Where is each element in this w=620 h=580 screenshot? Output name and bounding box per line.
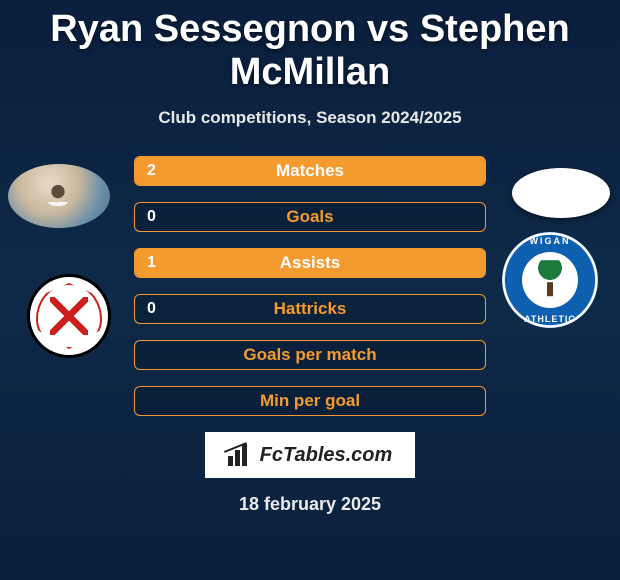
subtitle: Club competitions, Season 2024/2025 bbox=[0, 108, 620, 128]
right-player-photo-placeholder bbox=[512, 168, 610, 218]
source-logo: FcTables.com bbox=[205, 432, 415, 478]
wigan-badge-icon: WIGAN ATHLETIC bbox=[502, 232, 598, 328]
stat-row: Min per goal bbox=[134, 386, 486, 416]
comparison-panel: WIGAN ATHLETIC 2Matches 0Goals 1Assists 0Ha… bbox=[0, 156, 620, 416]
stat-row: 0Goals bbox=[134, 202, 486, 232]
fulham-badge-icon bbox=[27, 274, 111, 358]
stat-row: 0Hattricks bbox=[134, 294, 486, 324]
bar-chart-icon bbox=[228, 444, 254, 466]
stat-row: 2Matches bbox=[134, 156, 486, 186]
left-club-badge bbox=[20, 274, 118, 360]
right-club-badge: WIGAN ATHLETIC bbox=[502, 232, 598, 328]
stat-label: Matches bbox=[135, 161, 485, 181]
stat-label: Goals per match bbox=[135, 345, 485, 365]
left-player-photo bbox=[8, 164, 110, 228]
wigan-text-top: WIGAN bbox=[502, 236, 598, 246]
stat-label: Min per goal bbox=[135, 391, 485, 411]
stats-list: 2Matches 0Goals 1Assists 0Hattricks Goals pe… bbox=[134, 156, 486, 416]
stat-label: Assists bbox=[135, 253, 485, 273]
wigan-text-bottom: ATHLETIC bbox=[502, 314, 598, 324]
stat-label: Goals bbox=[135, 207, 485, 227]
page-title: Ryan Sessegnon vs Stephen McMillan bbox=[0, 0, 620, 94]
source-logo-text: FcTables.com bbox=[260, 444, 393, 467]
stat-row: Goals per match bbox=[134, 340, 486, 370]
date-label: 18 february 2025 bbox=[0, 494, 620, 515]
stat-label: Hattricks bbox=[135, 299, 485, 319]
stat-row: 1Assists bbox=[134, 248, 486, 278]
